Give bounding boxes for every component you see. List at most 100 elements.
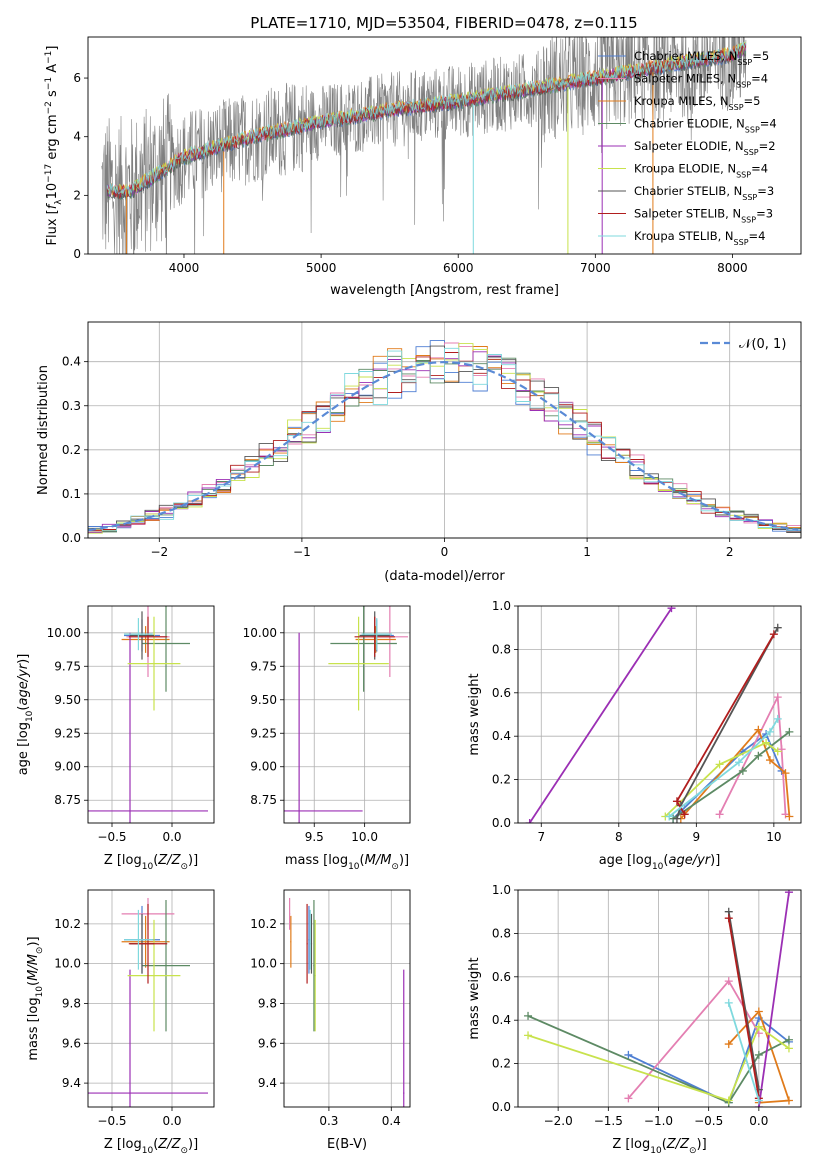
weight-line-salpeter-stelib [727, 918, 760, 1099]
x-tick-label: −1.0 [644, 1114, 673, 1128]
weight-marker-salpeter-miles [715, 810, 724, 819]
y-tick-label: 0.0 [62, 531, 81, 545]
x-axis-label: Z [log10(Z/Z⊙)] [104, 853, 198, 872]
weight-marker-kroupa-elodie [773, 747, 782, 756]
errorbars [288, 897, 405, 1107]
y-tick-label: 8.75 [250, 793, 277, 807]
weight-line-kroupa-stelib [727, 1002, 760, 1101]
weight-line-salpeter-elodie [758, 892, 790, 1107]
weight-marker-kroupa-elodie [724, 1096, 733, 1105]
y-axis-label: mass [log10(M/M⊙)] [26, 936, 45, 1060]
histogram-traces [88, 340, 801, 537]
mass-vs-metallicity-panel: −0.5 0.0 9.4 9.6 9.8 10.0 10.2 Z [log10(Z/Z⊙)] m… [26, 889, 215, 1156]
y-axis-label: age [log10(age/yr)] [16, 654, 35, 776]
weight-line-salpeter-miles [718, 693, 787, 815]
y-tick-label: 0.4 [492, 1013, 511, 1027]
axes-frame [283, 889, 411, 1108]
x-axis-label: Z [log10(Z/Z⊙)] [104, 1137, 198, 1156]
y-tick-label: 10.0 [250, 957, 277, 971]
weight-marker-salpeter-elodie [667, 606, 676, 613]
y-tick-label: 10.0 [54, 957, 81, 971]
y-tick-label: 9.4 [258, 1076, 277, 1090]
y-tick-label: 10.2 [54, 917, 81, 931]
weight-line-chabrier-miles [628, 1016, 790, 1104]
model-spectrum-kroupa-stelib [106, 42, 746, 197]
y-tick-label: 10.00 [47, 626, 81, 640]
errorbars [88, 606, 208, 823]
legend-label: 𝒩(0, 1) [739, 337, 786, 352]
y-tick-label: 9.25 [54, 726, 81, 740]
spectrum-panel: 4000 5000 6000 7000 8000 0 2 4 6 wavelength [Angs… [44, 36, 802, 298]
weight-marker-kroupa-stelib [734, 758, 743, 767]
weight-line-chabrier-elodie [672, 731, 790, 820]
weight-marker-salpeter-miles [724, 977, 733, 986]
x-tick-label: 0 [441, 545, 449, 559]
weight-marker-kroupa-stelib [773, 714, 782, 723]
weight-marker-chabrier-elodie [784, 1035, 793, 1044]
y-tick-label: 9.50 [250, 693, 277, 707]
normal-curve [88, 360, 799, 532]
y-tick-label: 1.0 [492, 599, 511, 613]
weight-marker-kroupa-elodie [524, 1031, 533, 1040]
y-tick-label: 8.75 [54, 793, 81, 807]
weight-marker-chabrier-stelib [672, 814, 681, 823]
legend-label: Kroupa MILES, NSSP=5 [634, 94, 760, 112]
weight-marker-salpeter-miles [773, 693, 782, 702]
x-tick-label: 9.5 [305, 830, 324, 844]
spectrum-legend: Chabrier MILES, NSSP=5 Salpeter MILES, NS… [598, 49, 777, 247]
y-tick-label: 0.2 [62, 443, 81, 457]
spectrum-traces [101, 37, 747, 254]
y-axis-label: Flux [fλ10−17 erg cm−2 s−1 A−1] [44, 46, 64, 246]
x-tick-label: 0.0 [162, 830, 181, 844]
mass-vs-ebv-panel: 0.3 0.4 9.4 9.6 9.8 10.0 10.2 E(B-V) [250, 889, 411, 1152]
weight-line-kroupa-stelib [668, 718, 779, 818]
x-tick-label: 0.0 [749, 1114, 768, 1128]
legend-label: Salpeter MILES, NSSP=4 [634, 72, 768, 90]
age-vs-metallicity-panel: −0.5 0.0 8.75 9.00 9.25 9.50 9.75 10.00 Z [log10… [16, 605, 215, 872]
x-axis-label: Z [log10(Z/Z⊙)] [612, 1137, 706, 1156]
x-tick-label: 10.0 [351, 830, 378, 844]
y-axis-label: mass weight [467, 957, 482, 1039]
weight-marker-chabrier-elodie [754, 751, 763, 760]
y-tick-label: 9.75 [250, 659, 277, 673]
weight-marker-salpeter-elodie [784, 890, 793, 897]
y-tick-label: 0.2 [492, 773, 511, 787]
weight-marker-kroupa-miles [781, 769, 790, 778]
y-tick-label: 6 [73, 71, 81, 85]
y-tick-label: 0.2 [492, 1057, 511, 1071]
y-tick-label: 10.2 [250, 917, 277, 931]
axes-frame [87, 321, 802, 539]
y-axis-label: mass weight [467, 673, 482, 755]
x-tick-label: −0.5 [97, 830, 126, 844]
weight-marker-kroupa-miles [784, 1096, 793, 1105]
weight-marker-kroupa-stelib [724, 998, 733, 1007]
y-tick-label: 0.0 [492, 816, 511, 830]
y-tick-label: 0 [73, 247, 81, 261]
x-tick-label: 10 [766, 830, 781, 844]
x-tick-label: −1 [293, 545, 311, 559]
weight-lines [524, 890, 793, 1107]
x-axis-label: wavelength [Angstrom, rest frame] [330, 283, 559, 298]
x-tick-label: 5000 [306, 261, 337, 275]
weight-lines [525, 606, 794, 823]
weight-marker-chabrier-miles [624, 1050, 633, 1059]
weight-line-chabrier-elodie [527, 1015, 790, 1104]
x-tick-label: 7000 [580, 261, 611, 275]
x-tick-label: 2 [726, 545, 734, 559]
weight-line-kroupa-miles [728, 1009, 791, 1104]
x-tick-label: −1.5 [594, 1114, 623, 1128]
y-tick-label: 9.75 [54, 659, 81, 673]
weight-marker-kroupa-elodie [784, 1044, 793, 1053]
weight-marker-kroupa-stelib [665, 812, 674, 821]
y-tick-label: 9.8 [258, 996, 277, 1010]
weight-marker-kroupa-elodie [754, 1022, 763, 1031]
weight-marker-salpeter-miles [624, 1094, 633, 1103]
axes-frame [517, 889, 802, 1108]
x-tick-label: 0.3 [319, 1114, 338, 1128]
x-axis-label: age [log10(age/yr)] [599, 853, 721, 872]
axes-frame [87, 889, 215, 1108]
y-tick-label: 0.6 [492, 686, 511, 700]
x-tick-label: 6000 [443, 261, 474, 275]
histogram-kroupa-stelib [88, 347, 801, 533]
weight-marker-chabrier-elodie [754, 1050, 763, 1059]
